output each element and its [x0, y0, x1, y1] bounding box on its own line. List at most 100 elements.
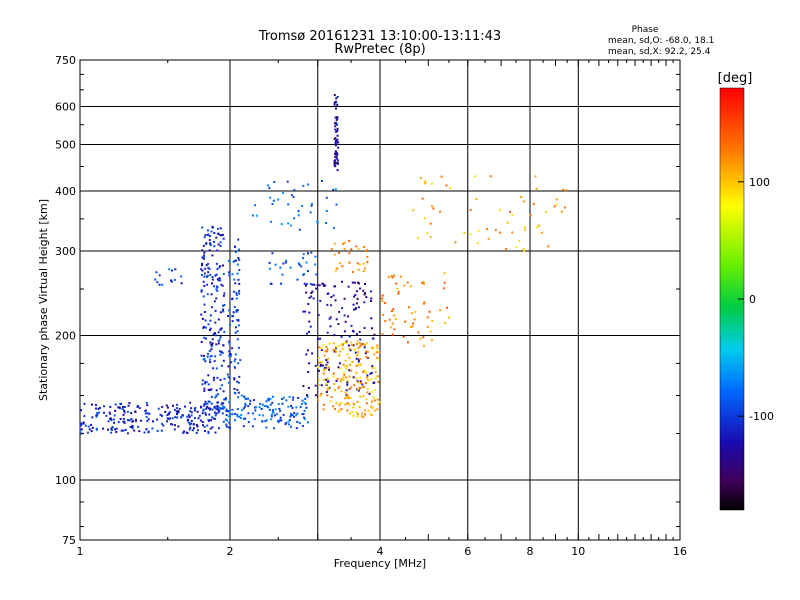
- data-point: [348, 261, 351, 264]
- data-point: [338, 362, 341, 365]
- data-point: [358, 330, 361, 333]
- data-point: [289, 425, 292, 428]
- data-point: [362, 416, 365, 419]
- data-point: [202, 280, 205, 283]
- data-point: [152, 420, 154, 423]
- data-point: [308, 320, 311, 323]
- data-point: [308, 362, 311, 365]
- data-point: [213, 300, 216, 303]
- data-point: [207, 266, 210, 269]
- data-point: [167, 413, 170, 416]
- data-point: [204, 360, 207, 363]
- data-point: [334, 144, 337, 147]
- data-point: [423, 217, 426, 220]
- data-point: [333, 162, 336, 165]
- data-point: [333, 334, 336, 337]
- data-point: [350, 369, 353, 372]
- data-point: [234, 331, 237, 334]
- data-point: [358, 363, 361, 366]
- data-point: [269, 403, 272, 406]
- data-point: [268, 261, 271, 264]
- data-point: [244, 397, 247, 400]
- data-point: [238, 258, 241, 261]
- data-point: [337, 146, 340, 149]
- data-point: [426, 232, 429, 235]
- colorbar-ticks: 100 0 -100: [738, 176, 774, 423]
- x-tick-label: 2: [227, 545, 234, 558]
- data-point: [285, 399, 288, 402]
- data-point: [332, 349, 335, 352]
- data-point: [147, 431, 150, 434]
- data-point: [233, 306, 236, 308]
- data-point: [345, 367, 348, 370]
- data-point: [201, 269, 204, 272]
- data-point: [187, 414, 190, 416]
- data-point: [114, 403, 117, 406]
- data-point: [332, 372, 335, 375]
- data-point: [364, 283, 366, 285]
- data-point: [414, 310, 417, 313]
- data-point: [317, 398, 319, 401]
- data-point: [560, 210, 563, 213]
- data-point: [355, 371, 358, 374]
- data-point: [122, 417, 125, 420]
- data-point: [281, 402, 284, 405]
- y-tick-label: 600: [55, 101, 76, 114]
- data-point: [341, 344, 344, 347]
- data-point: [318, 361, 321, 364]
- data-point: [137, 425, 139, 428]
- data-point: [362, 262, 365, 265]
- data-point: [353, 384, 356, 387]
- data-point: [240, 409, 243, 411]
- data-point: [494, 229, 497, 232]
- data-point: [326, 331, 329, 334]
- data-point: [371, 327, 373, 330]
- data-point: [292, 196, 295, 199]
- data-point: [328, 368, 330, 371]
- data-point: [130, 418, 133, 420]
- data-point: [352, 406, 355, 409]
- data-point: [214, 414, 217, 417]
- data-point: [422, 302, 425, 305]
- data-point: [208, 249, 211, 252]
- data-point: [296, 412, 299, 415]
- data-point: [210, 230, 213, 233]
- data-point: [217, 393, 220, 396]
- data-point: [231, 408, 234, 411]
- data-point: [370, 414, 373, 417]
- data-point: [293, 412, 296, 415]
- data-point: [302, 257, 305, 260]
- data-point: [381, 333, 384, 336]
- data-point: [327, 380, 330, 383]
- data-point: [369, 372, 372, 375]
- data-point: [201, 256, 204, 259]
- data-point: [123, 409, 126, 412]
- data-point: [314, 255, 317, 258]
- data-point: [220, 351, 223, 354]
- data-point: [212, 417, 215, 420]
- data-point: [311, 283, 314, 286]
- data-point: [217, 243, 220, 246]
- data-point: [312, 297, 315, 300]
- data-point: [173, 428, 176, 431]
- data-point: [352, 330, 355, 333]
- y-tick-label: 750: [55, 54, 76, 67]
- data-point: [231, 320, 234, 323]
- data-point: [260, 408, 263, 410]
- data-point: [180, 275, 183, 278]
- data-point: [417, 331, 420, 334]
- data-point: [282, 396, 285, 399]
- data-point: [553, 205, 556, 208]
- data-point: [360, 415, 363, 418]
- data-point: [236, 272, 239, 275]
- data-point: [212, 379, 215, 382]
- data-point: [161, 405, 164, 408]
- data-point: [229, 413, 232, 416]
- data-point: [119, 418, 122, 420]
- data-point: [237, 257, 240, 259]
- data-point: [302, 253, 305, 256]
- data-point: [177, 425, 180, 428]
- data-point: [220, 403, 223, 406]
- data-point: [270, 413, 273, 416]
- data-point: [305, 406, 308, 409]
